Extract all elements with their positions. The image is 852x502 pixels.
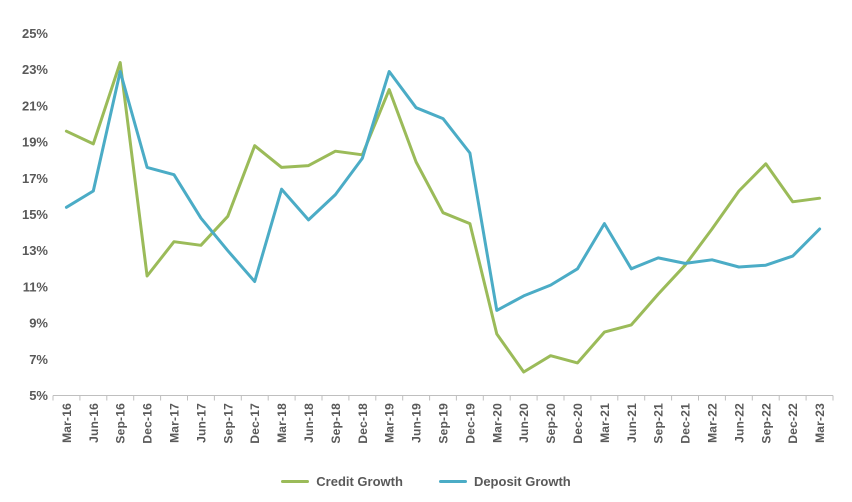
x-axis-label: Sep-19 (437, 403, 451, 444)
x-axis-label: Sep-22 (759, 403, 773, 444)
x-axis-label: Sep-21 (652, 403, 666, 444)
y-axis-label: 9% (29, 316, 48, 331)
x-axis-label: Dec-18 (356, 403, 370, 444)
legend-label-credit-growth: Credit Growth (316, 473, 403, 489)
y-axis-label: 15% (22, 207, 48, 222)
x-axis-label: Dec-20 (571, 403, 585, 444)
x-axis-label: Dec-17 (248, 403, 262, 444)
x-axis-label: Jun-19 (410, 403, 424, 443)
y-axis-label: 7% (29, 352, 48, 367)
x-axis-label: Jun-20 (517, 403, 531, 443)
x-axis-label: Dec-21 (679, 403, 693, 444)
legend-item-credit-growth: Credit Growth (281, 474, 403, 489)
y-axis-label: 25% (22, 26, 48, 41)
y-axis-label: 21% (22, 98, 48, 113)
y-axis-label: 13% (22, 243, 48, 258)
chart-legend: Credit Growth Deposit Growth (0, 464, 852, 498)
credit-growth-line (64, 61, 822, 374)
legend-item-deposit-growth: Deposit Growth (438, 473, 571, 489)
x-axis-label: Sep-16 (114, 403, 128, 444)
x-axis-label: Mar-22 (706, 403, 720, 443)
y-axis-label: 11% (23, 279, 49, 294)
legend-label-deposit-growth: Deposit Growth (473, 473, 571, 489)
deposit-growth-line (64, 70, 822, 312)
x-axis-label: Mar-17 (168, 403, 182, 443)
x-axis-label: Sep-17 (221, 403, 235, 444)
x-axis-label: Mar-16 (60, 403, 74, 443)
x-axis-label: Mar-23 (813, 403, 827, 443)
x-axis-label: Sep-18 (329, 403, 343, 444)
x-axis-label: Jun-17 (194, 403, 208, 443)
y-axis-label: 23% (22, 62, 48, 77)
x-axis-label: Mar-21 (598, 403, 612, 443)
x-axis-label: Dec-22 (786, 403, 800, 444)
x-axis-label: Mar-18 (275, 403, 289, 443)
x-axis-label: Mar-19 (383, 403, 397, 443)
x-axis-label: Jun-22 (732, 403, 746, 443)
y-axis-label: 5% (29, 388, 48, 403)
credit-growth-line-swatch (281, 479, 310, 483)
x-axis-label: Jun-18 (302, 403, 316, 443)
x-axis-label: Jun-21 (625, 403, 639, 443)
x-axis-label: Dec-19 (463, 403, 477, 444)
y-axis-label: 19% (22, 135, 48, 150)
x-axis-label: Jun-16 (87, 403, 101, 443)
x-axis-label: Dec-16 (141, 403, 155, 444)
y-axis-label: 17% (22, 171, 48, 186)
plot-area: 5% 7% 9% 11% 13% 15% 17% 19% 21% 23% 25% Mar-16 Jun-… (22, 26, 834, 444)
deposit-growth-line-swatch (438, 479, 467, 483)
x-axis-label: Sep-20 (544, 403, 558, 444)
x-axis-label: Mar-20 (490, 403, 504, 443)
